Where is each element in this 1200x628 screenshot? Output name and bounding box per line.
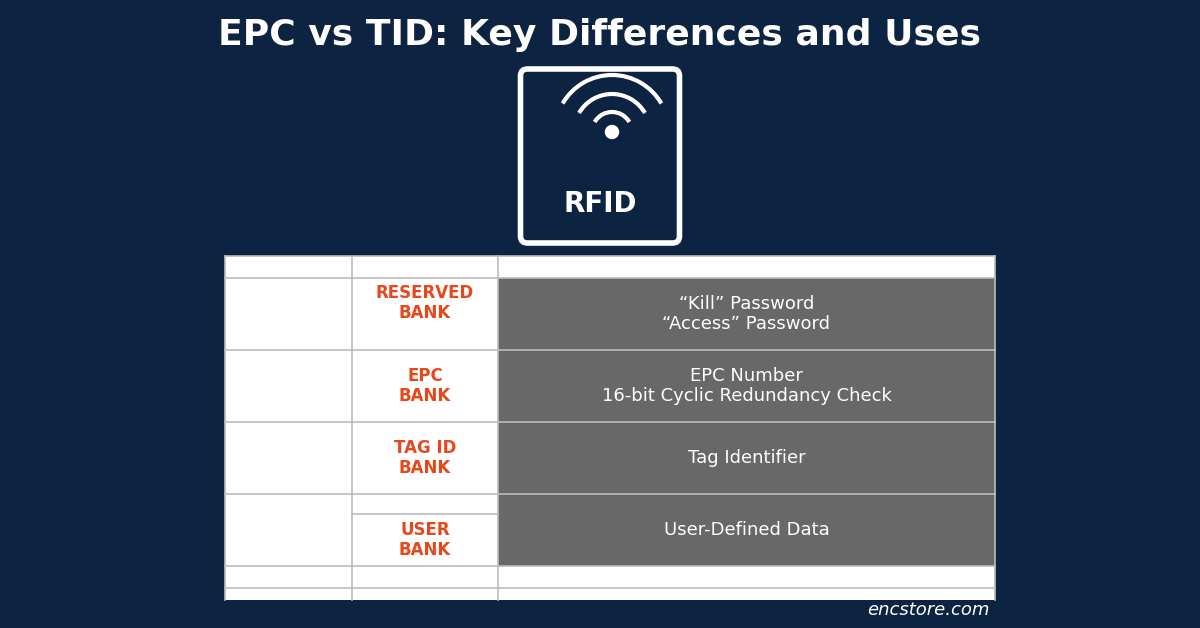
Text: EPC: EPC bbox=[407, 367, 443, 385]
Text: “Kill” Password: “Kill” Password bbox=[679, 295, 814, 313]
Text: BANK: BANK bbox=[398, 304, 451, 322]
Bar bbox=[226, 256, 995, 600]
Text: TAG ID: TAG ID bbox=[394, 439, 456, 457]
Circle shape bbox=[606, 126, 618, 139]
Text: RFID: RFID bbox=[563, 190, 637, 218]
Text: RESERVED: RESERVED bbox=[376, 284, 474, 302]
Bar bbox=[498, 278, 995, 350]
Text: USER: USER bbox=[400, 521, 450, 539]
Text: EPC vs TID: Key Differences and Uses: EPC vs TID: Key Differences and Uses bbox=[218, 18, 982, 52]
Text: BANK 11: BANK 11 bbox=[245, 521, 332, 539]
Text: BANK: BANK bbox=[398, 387, 451, 405]
Text: encstore.com: encstore.com bbox=[868, 601, 990, 619]
Text: BANK 10: BANK 10 bbox=[245, 449, 332, 467]
Text: “Access” Password: “Access” Password bbox=[662, 315, 830, 333]
Bar bbox=[498, 350, 995, 422]
Bar bbox=[498, 494, 995, 566]
Bar bbox=[352, 494, 498, 514]
Text: BANK 00: BANK 00 bbox=[245, 305, 332, 323]
Text: EPC Number: EPC Number bbox=[690, 367, 803, 385]
Text: BANK 01: BANK 01 bbox=[245, 377, 332, 395]
Text: Tag Identifier: Tag Identifier bbox=[688, 449, 805, 467]
Text: BANK: BANK bbox=[398, 541, 451, 559]
Text: BANK: BANK bbox=[398, 459, 451, 477]
Bar bbox=[498, 422, 995, 494]
Text: 16-bit Cyclic Redundancy Check: 16-bit Cyclic Redundancy Check bbox=[601, 387, 892, 405]
Text: User-Defined Data: User-Defined Data bbox=[664, 521, 829, 539]
